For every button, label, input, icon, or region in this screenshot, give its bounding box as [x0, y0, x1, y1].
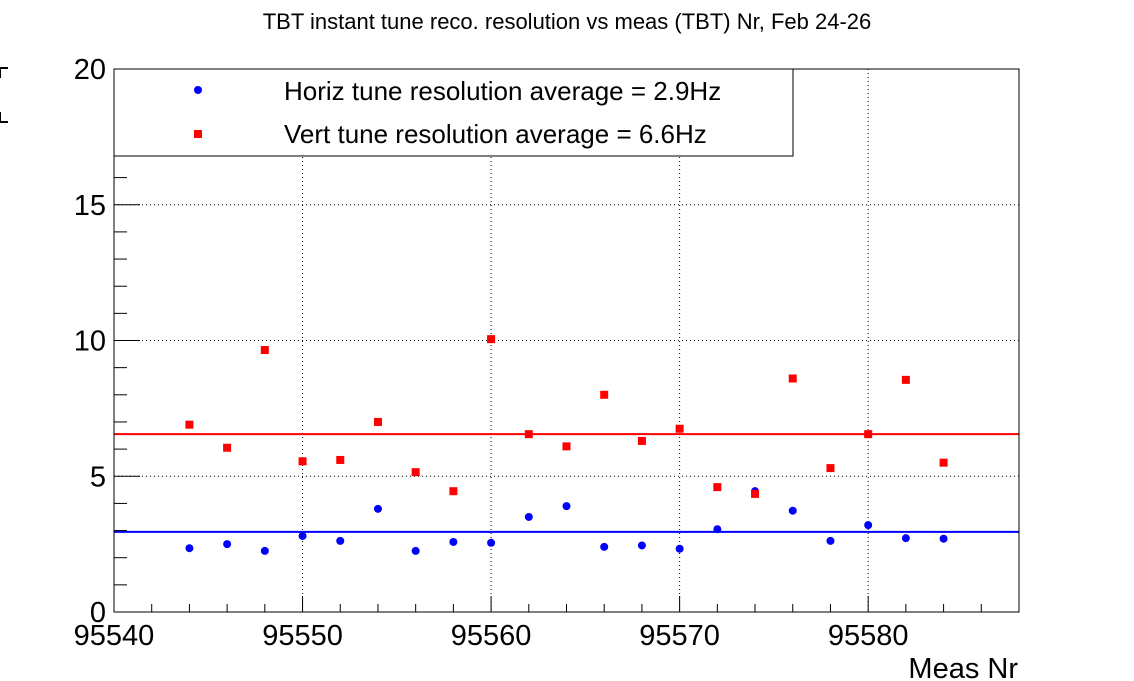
horiz-data-point: [524, 512, 533, 521]
horiz-data-point: [336, 536, 345, 545]
legend-label-vert: Vert tune resolution average = 6.6Hz: [284, 119, 707, 149]
horiz-data-point: [298, 531, 307, 540]
horiz-data-point: [223, 540, 232, 549]
y-tick-label: 15: [74, 190, 106, 222]
vert-data-point: [373, 417, 382, 426]
vert-data-point: [826, 464, 835, 473]
vert-data-point: [788, 374, 797, 383]
vert-data-point: [487, 335, 496, 344]
y-tick-label: 10: [74, 326, 106, 358]
horiz-data-point: [713, 525, 722, 534]
vert-data-point: [637, 436, 646, 445]
y-tick-label: 0: [90, 597, 106, 629]
legend-box: [113, 68, 794, 157]
vert-data-point: [600, 390, 609, 399]
horiz-data-point: [939, 534, 948, 543]
edge-glyph: [0, 67, 8, 123]
data-points: [185, 335, 948, 555]
vert-data-point: [260, 346, 269, 355]
legend-marker-vert: [194, 130, 202, 138]
horiz-data-point: [185, 544, 194, 553]
horiz-data-point: [901, 534, 910, 543]
legend-marker-horiz: [194, 86, 202, 94]
vert-data-point: [223, 443, 232, 452]
x-tick-labels: 95540 95550 95560 95570 95580: [74, 620, 909, 652]
horiz-data-point: [449, 537, 458, 546]
vert-data-point: [336, 455, 345, 464]
horiz-data-point: [260, 546, 269, 555]
vert-data-point: [562, 442, 571, 451]
horiz-data-point: [788, 506, 797, 515]
horiz-data-point: [373, 504, 382, 513]
vert-data-point: [675, 424, 684, 433]
vert-data-point: [411, 468, 420, 477]
horiz-data-point: [637, 541, 646, 550]
y-tick-labels: 0 5 10 15 20: [74, 54, 106, 629]
x-tick-label: 95540: [74, 620, 155, 652]
horiz-data-point: [562, 502, 571, 511]
vert-data-point: [864, 430, 873, 439]
x-axis-label: Meas Nr: [908, 653, 1018, 681]
horiz-data-point: [675, 544, 684, 553]
x-tick-label: 95560: [451, 620, 532, 652]
vert-data-point: [939, 458, 948, 467]
horiz-data-point: [600, 542, 609, 551]
x-tick-label: 95550: [262, 620, 343, 652]
vert-data-point: [751, 489, 760, 498]
vert-data-point: [901, 375, 910, 384]
vert-data-point: [524, 430, 533, 439]
vert-data-point: [449, 487, 458, 496]
x-tick-label: 95570: [639, 620, 720, 652]
legend: Horiz tune resolution average = 2.9Hz Ve…: [113, 68, 794, 157]
chart-title: TBT instant tune reco. resolution vs mea…: [263, 9, 872, 34]
vert-data-point: [185, 420, 194, 429]
horiz-data-point: [826, 536, 835, 545]
x-tick-label: 95580: [828, 620, 909, 652]
y-tick-label: 5: [90, 461, 106, 493]
vert-data-point: [713, 483, 722, 492]
vert-data-point: [298, 457, 307, 466]
horiz-data-point: [487, 538, 496, 547]
y-tick-label: 20: [74, 54, 106, 86]
horiz-data-point: [864, 521, 873, 530]
legend-label-horiz: Horiz tune resolution average = 2.9Hz: [284, 76, 721, 106]
horiz-data-point: [411, 546, 420, 555]
